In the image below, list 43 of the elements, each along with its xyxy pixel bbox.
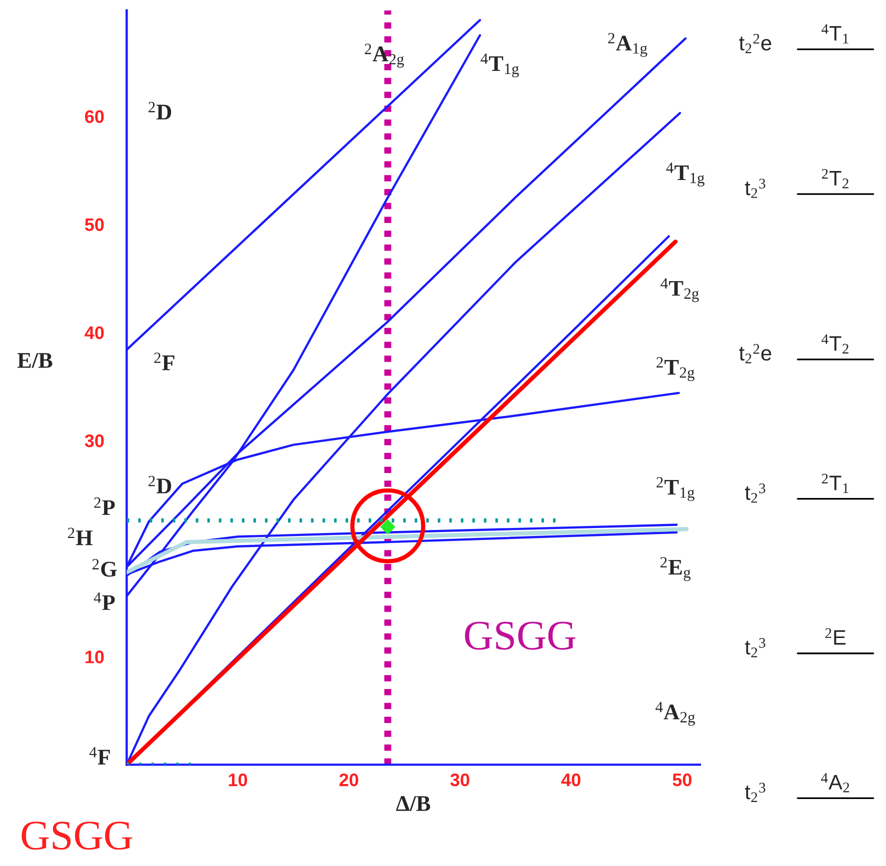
- y-tick-label: 40: [84, 326, 104, 340]
- annotation: $^{2}$E$_{g}$: [660, 557, 691, 581]
- text: t$_{2}$$^{3}$: [744, 638, 766, 658]
- text: t$_{2}$$^{3}$: [744, 483, 766, 503]
- y-tick-label: 30: [84, 434, 104, 448]
- annotation: $^{2}$A$_{1g}$: [608, 32, 648, 57]
- text: $^{4}$F: [89, 747, 110, 764]
- annotation: $^{2}$T$_{1g}$: [656, 477, 694, 501]
- text: $^{2}$G: [92, 559, 117, 577]
- text: $^{2}$T$_{2}$: [822, 168, 848, 188]
- x-tick-label: 40: [561, 773, 580, 786]
- x-tick-label: 10: [228, 773, 248, 786]
- text: $^{2}$E: [825, 628, 846, 645]
- text: t$_{2}$$^{3}$: [744, 782, 766, 802]
- x-tick-label: 50: [672, 773, 692, 786]
- annotation: $^{4}$T$_{1g}$: [480, 54, 519, 78]
- text: t$_{2}$$^{2}$e: [739, 34, 772, 54]
- x-tick-label: 30: [450, 773, 470, 786]
- annotation: $^{2}$A$_{2g}$: [364, 44, 404, 68]
- y-tick-label: 50: [84, 218, 104, 232]
- text: $^{4}$T$_{2}$: [822, 334, 848, 354]
- annotation: $^{4}$T$_{1g}$: [666, 162, 704, 186]
- text: $^{2}$H: [68, 528, 93, 546]
- annotation: $^{4}$A$_{2g}$: [656, 702, 696, 726]
- y-tick-label: 60: [85, 110, 104, 124]
- x-tick-label: 20: [339, 773, 358, 786]
- y-tick-label: 10: [86, 650, 104, 664]
- text: t$_{2}$$^{3}$: [744, 178, 766, 198]
- text: $^{2}$T$_{1}$: [822, 474, 848, 493]
- text: $^{4}$A$_{2}$: [821, 773, 850, 792]
- annotation: $^{4}$T$_{2g}$: [660, 278, 699, 302]
- text: $^{4}$P: [94, 592, 115, 610]
- y-axis-title: E/B: [17, 353, 52, 368]
- annotation: $^{2}$F: [154, 352, 174, 370]
- text: $^{2}$P: [94, 497, 115, 515]
- text: GSGG: [22, 822, 132, 850]
- text: $^{4}$T$_{1}$: [822, 24, 848, 44]
- x-axis-title: Δ/B: [396, 796, 430, 812]
- annotation: $^{2}$D: [148, 476, 172, 494]
- annotation: $^{2}$D: [148, 102, 172, 120]
- text: t$_{2}$$^{2}$e: [739, 344, 772, 364]
- annotation: $^{2}$T$_{2g}$: [656, 357, 694, 382]
- annotation: GSGG: [464, 622, 576, 650]
